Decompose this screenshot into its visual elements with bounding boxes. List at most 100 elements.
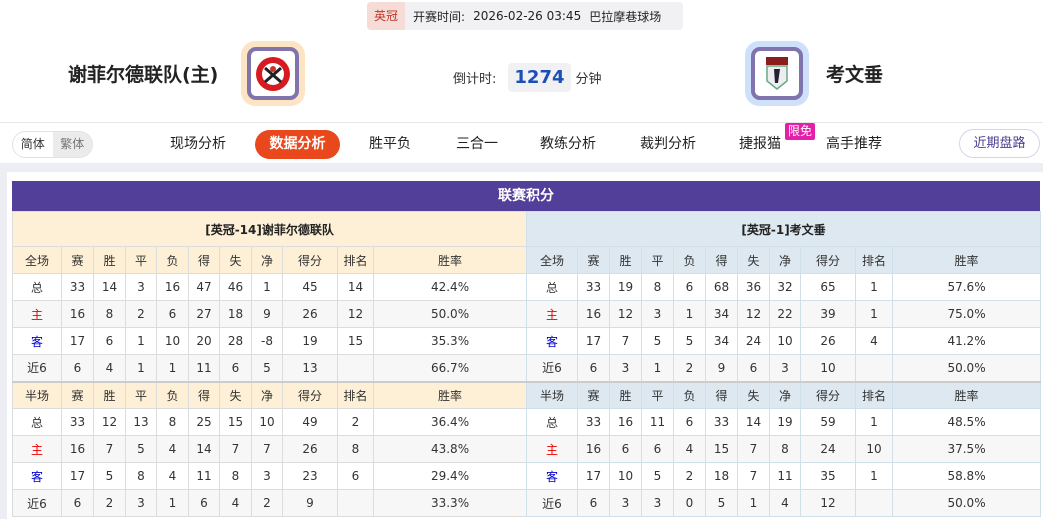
table-cell: -8	[251, 327, 283, 355]
table-cell: 41.2%	[891, 327, 1042, 355]
table-cell: 68	[705, 273, 738, 301]
table-row: 主 16 7 5 4 14 7 7 26 8 43.8%	[12, 435, 528, 463]
table-cell: 5	[641, 462, 674, 490]
table-cell: 8	[125, 462, 157, 490]
table-cell: 1	[125, 327, 157, 355]
home-team-header[interactable]: [英冠-14]谢菲尔德联队	[11, 211, 528, 247]
table-cell: 5	[641, 327, 674, 355]
tab-expert-picks[interactable]: 高手推荐	[826, 136, 882, 152]
kickoff-time: 2026-02-26 03:45	[473, 9, 582, 23]
table-cell: 8	[769, 435, 801, 463]
column-header: 得分	[282, 246, 338, 274]
tab-live-analysis[interactable]: 现场分析	[170, 136, 226, 152]
table-cell: 34	[705, 300, 738, 328]
table-cell: 12	[93, 408, 126, 436]
table-cell: 10	[609, 462, 642, 490]
table-cell: 32	[769, 273, 801, 301]
table-cell: 2	[337, 408, 374, 436]
table-cell: 4	[156, 462, 189, 490]
column-header: 得分	[800, 380, 856, 409]
row-label: 主	[12, 435, 62, 463]
table-row: 近6 6 3 3 0 5 1 4 12 50.0%	[526, 489, 1042, 517]
table-cell: 15	[705, 435, 738, 463]
table-cell: 18	[219, 300, 252, 328]
table-cell: 50.0%	[891, 354, 1042, 382]
table-cell: 19	[282, 327, 338, 355]
row-label: 近6	[526, 489, 578, 517]
column-header: 得	[705, 380, 738, 409]
row-label: 主	[526, 435, 578, 463]
full-header-row: 全场赛胜平负得失净得分 排名 胜率	[12, 246, 528, 274]
half-header-row: 半场赛胜平负得失净得分 排名 胜率	[12, 380, 528, 409]
table-cell: 3	[125, 489, 157, 517]
table-cell: 9	[705, 354, 738, 382]
league-tag[interactable]: 英冠	[367, 2, 406, 30]
table-cell: 17	[577, 327, 610, 355]
column-header: 负	[673, 380, 706, 409]
table-cell	[855, 354, 893, 382]
column-header: 失	[737, 380, 770, 409]
table-cell: 57.6%	[891, 273, 1042, 301]
home-team-name[interactable]: 谢菲尔德联队(主)	[68, 64, 219, 86]
home-standings-table: [英冠-14]谢菲尔德联队 全场赛胜平负得失净得分 排名 胜率总 33 14 3 16 47 46…	[11, 211, 528, 517]
lang-traditional[interactable]: 繁体	[52, 132, 92, 157]
table-cell: 33	[705, 408, 738, 436]
row-label: 总	[526, 408, 578, 436]
table-row: 客 17 10 5 2 18 7 11 35 1 58.8%	[526, 462, 1042, 490]
column-header: 净	[251, 380, 283, 409]
table-cell: 6	[609, 435, 642, 463]
column-header: 得分	[800, 246, 856, 274]
away-team-header[interactable]: [英冠-1]考文垂	[525, 211, 1042, 247]
tab-referee-analysis[interactable]: 裁判分析	[640, 136, 696, 152]
table-cell: 14	[93, 273, 126, 301]
lang-simplified[interactable]: 简体	[20, 137, 45, 151]
row-label: 近6	[12, 354, 62, 382]
away-team-logo[interactable]	[745, 41, 809, 106]
column-header: 平	[125, 246, 157, 274]
away-team-name[interactable]: 考文垂	[826, 64, 884, 86]
tab-three-in-one[interactable]: 三合一	[456, 136, 498, 152]
tab-coach-analysis[interactable]: 教练分析	[540, 136, 596, 152]
table-cell: 59	[800, 408, 856, 436]
table-cell: 7	[93, 435, 126, 463]
column-header: 负	[156, 380, 189, 409]
column-header: 得	[705, 246, 738, 274]
table-cell: 58.8%	[891, 462, 1042, 490]
table-cell: 29.4%	[372, 462, 528, 490]
column-header: 负	[156, 246, 189, 274]
table-cell: 2	[673, 462, 706, 490]
table-cell: 5	[93, 462, 126, 490]
free-badge: 限免	[785, 123, 816, 140]
table-cell: 6	[188, 489, 220, 517]
away-standings-table: [英冠-1]考文垂 全场赛胜平负得失净得分 排名 胜率总 33 19 8 6 68 36 32 65 1…	[525, 211, 1042, 517]
language-toggle[interactable]: 简体 繁体	[12, 131, 93, 158]
table-cell: 4	[769, 489, 801, 517]
table-cell: 1	[855, 462, 893, 490]
table-cell: 7	[737, 435, 770, 463]
table-cell: 16	[577, 435, 610, 463]
table-cell: 16	[577, 300, 610, 328]
row-label: 总	[12, 273, 62, 301]
table-cell: 4	[855, 327, 893, 355]
table-cell: 4	[156, 435, 189, 463]
table-cell: 20	[188, 327, 220, 355]
table-cell: 33	[61, 408, 94, 436]
table-cell: 3	[609, 354, 642, 382]
row-label: 主	[12, 300, 62, 328]
table-cell: 1	[737, 489, 770, 517]
recent-handicap-button[interactable]: 近期盘路	[959, 129, 1040, 158]
column-header: 排名	[337, 380, 374, 409]
table-cell: 75.0%	[891, 300, 1042, 328]
table-cell: 1	[156, 354, 189, 382]
column-header: 胜	[609, 246, 642, 274]
tab-data-analysis[interactable]: 数据分析	[255, 130, 340, 159]
table-cell: 6	[156, 300, 189, 328]
table-cell: 11	[641, 408, 674, 436]
home-team-logo[interactable]	[241, 41, 305, 106]
tab-jiebaomao[interactable]: 捷报猫	[739, 136, 781, 152]
column-header: 排名	[855, 380, 893, 409]
table-row: 客 17 6 1 10 20 28 -8 19 15 35.3%	[12, 327, 528, 355]
table-cell: 66.7%	[372, 354, 528, 382]
tab-win-draw-lose[interactable]: 胜平负	[369, 136, 411, 152]
table-cell: 6	[577, 489, 610, 517]
